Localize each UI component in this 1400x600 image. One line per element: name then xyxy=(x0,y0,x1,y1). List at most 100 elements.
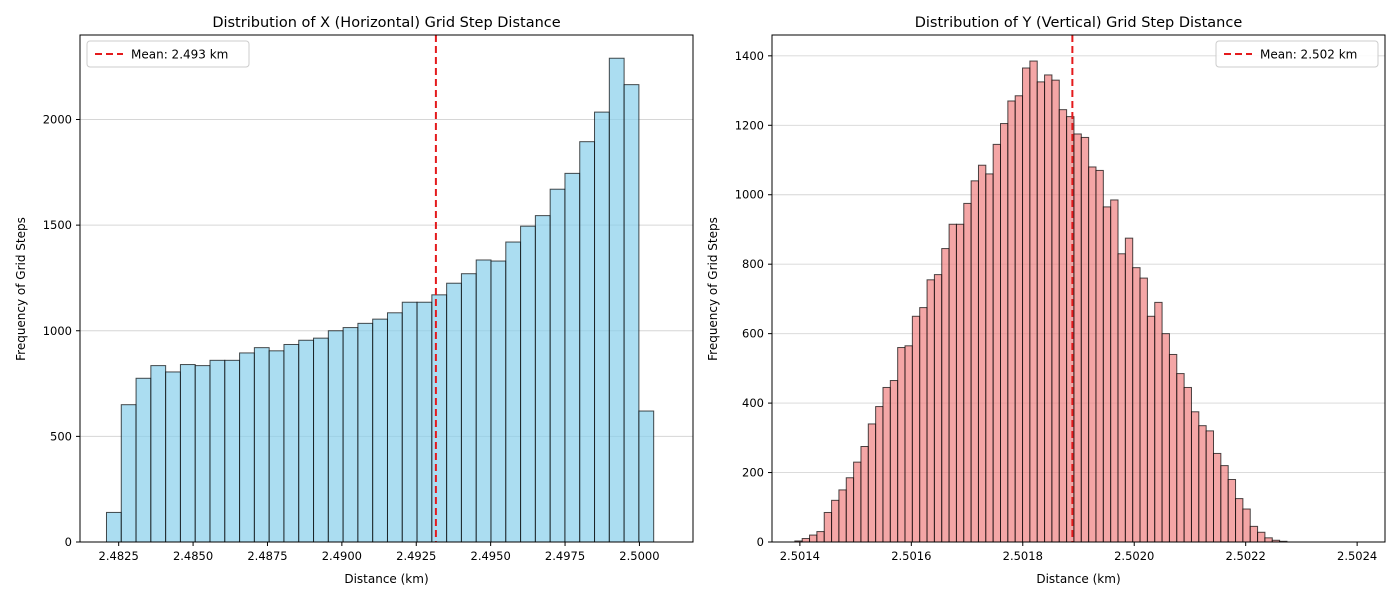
histogram-bar xyxy=(1110,199,1119,543)
histogram-bar xyxy=(594,111,610,543)
histogram-bar xyxy=(283,343,300,543)
histogram-bar xyxy=(941,248,950,543)
histogram-bar xyxy=(623,84,640,543)
histogram-bar xyxy=(431,294,448,543)
histogram-bar xyxy=(638,410,655,543)
histogram-bar xyxy=(875,406,884,543)
y-axis-label: Frequency of Grid Steps xyxy=(706,217,720,361)
histogram-bar xyxy=(313,337,329,543)
y-tick-label: 1000 xyxy=(43,324,72,338)
x-tick-label: 2.4900 xyxy=(322,549,362,563)
histogram-bar xyxy=(911,315,921,543)
histogram-bar xyxy=(926,279,935,543)
x-tick-label: 2.4950 xyxy=(471,549,511,563)
histogram-bar xyxy=(948,223,957,543)
histogram-bar xyxy=(179,364,196,543)
plot-frame xyxy=(79,34,694,543)
histogram-bar xyxy=(549,188,566,543)
histogram-bar xyxy=(1183,386,1192,543)
histogram-bar xyxy=(372,318,388,543)
histogram-bar xyxy=(1095,169,1104,543)
histogram-bar xyxy=(985,173,994,543)
histogram-bar xyxy=(1036,81,1046,543)
histogram-bar xyxy=(1007,100,1016,543)
histogram-bar xyxy=(860,446,869,543)
histogram-bar xyxy=(564,172,581,543)
histogram-bar xyxy=(963,202,972,543)
histogram-bar xyxy=(1044,74,1053,543)
histogram-bar xyxy=(1139,277,1148,543)
x-tick-label: 2.4875 xyxy=(247,549,287,563)
y-tick-label: 1000 xyxy=(735,188,764,202)
histogram-bar xyxy=(357,322,374,543)
x-tick-label: 2.5016 xyxy=(891,549,931,563)
histogram-bar xyxy=(1029,60,1038,543)
histogram-bar xyxy=(1146,315,1156,543)
x-tick-label: 2.4850 xyxy=(173,549,213,563)
histogram-bar xyxy=(1132,267,1141,543)
plot-frame xyxy=(771,34,1386,543)
histogram-bar xyxy=(120,404,137,543)
x-tick-label: 2.4925 xyxy=(396,549,436,563)
histogram-bar xyxy=(955,223,965,543)
histogram-bar xyxy=(342,327,359,543)
histogram-bar xyxy=(1213,452,1222,543)
histogram-bar xyxy=(816,531,825,543)
y-tick-label: 1500 xyxy=(43,218,72,232)
x-tick-label: 2.5014 xyxy=(780,549,820,563)
histogram-bar xyxy=(1168,353,1178,543)
y-tick-label: 200 xyxy=(742,466,764,480)
x-tick-label: 2.4975 xyxy=(545,549,585,563)
histogram-bar xyxy=(1220,465,1229,543)
histogram-bar xyxy=(970,180,979,543)
x-tick-label: 2.5022 xyxy=(1226,549,1266,563)
x-tick-label: 2.5024 xyxy=(1337,549,1377,563)
histogram-bar xyxy=(1249,525,1259,543)
y-tick-label: 400 xyxy=(742,396,764,410)
histogram-bar xyxy=(1022,67,1031,543)
x-tick-label: 2.5020 xyxy=(1114,549,1154,563)
x-axis-label: Distance (km) xyxy=(1036,572,1120,586)
histogram-bar xyxy=(823,511,833,543)
histogram-bar xyxy=(838,489,847,543)
y-distance-histogram: Distribution of Y (Vertical) Grid Step D… xyxy=(706,15,1386,586)
histogram-bar xyxy=(1117,253,1126,543)
chart-title: Distribution of Y (Vertical) Grid Step D… xyxy=(915,15,1243,31)
y-tick-label: 2000 xyxy=(43,113,72,127)
legend: Mean: 2.502 km xyxy=(1215,40,1379,68)
histogram-bar xyxy=(1257,531,1266,543)
histogram-bar xyxy=(253,347,270,543)
histogram-bar xyxy=(239,352,255,543)
histogram-bar xyxy=(977,164,987,543)
histogram-bar xyxy=(446,282,462,543)
histogram-bar xyxy=(845,477,855,543)
legend-label: Mean: 2.493 km xyxy=(131,48,228,62)
y-tick-label: 800 xyxy=(742,257,764,271)
x-axis-label: Distance (km) xyxy=(344,572,428,586)
legend-label: Mean: 2.502 km xyxy=(1260,48,1357,62)
histogram-bar xyxy=(1264,537,1273,543)
histogram-bar xyxy=(1080,136,1090,543)
legend-box xyxy=(1215,40,1379,68)
histogram-bar xyxy=(904,345,913,543)
histogram-bar xyxy=(1000,123,1009,543)
histogram-bar xyxy=(1190,411,1200,543)
x-tick-label: 2.5018 xyxy=(1003,549,1043,563)
histogram-bar xyxy=(401,301,418,543)
y-axis-label: Frequency of Grid Steps xyxy=(14,217,28,361)
histogram-bar xyxy=(268,350,285,543)
histogram-bar xyxy=(386,312,403,543)
y-tick-label: 0 xyxy=(757,535,764,549)
y-tick-label: 0 xyxy=(65,535,72,549)
histogram-bar xyxy=(460,273,477,543)
histogram-bar xyxy=(224,359,241,543)
histogram-bar xyxy=(867,423,877,543)
histogram-bar xyxy=(608,57,625,543)
histogram-bar xyxy=(801,538,811,543)
histogram-bar xyxy=(1088,166,1097,543)
histogram-bar xyxy=(897,347,906,543)
histogram-bar xyxy=(105,511,122,543)
y-tick-label: 1200 xyxy=(735,118,764,132)
legend: Mean: 2.493 km xyxy=(86,40,250,68)
